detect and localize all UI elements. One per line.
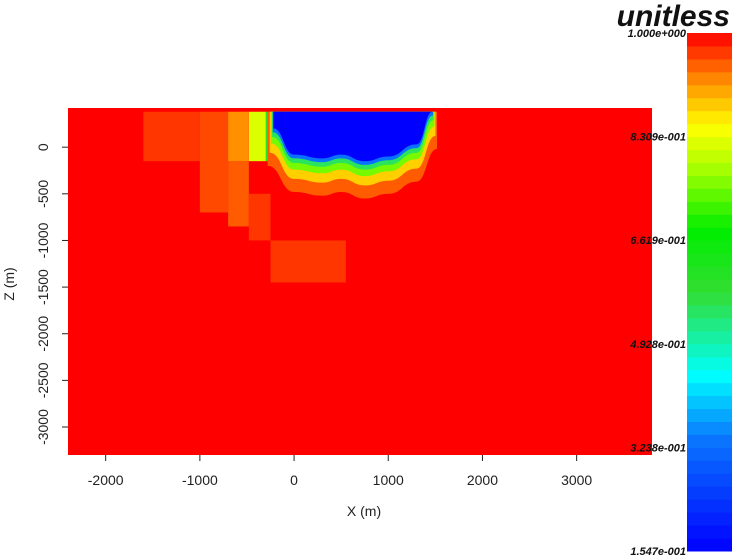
- colorbar-band: [687, 214, 732, 228]
- colorbar-band: [687, 304, 732, 319]
- colorbar-band: [687, 201, 732, 215]
- colorbar-tick-label: 8.309e-001: [630, 132, 686, 144]
- colorbar-band: [687, 162, 732, 176]
- heatmap-strip: [228, 111, 249, 162]
- y-tick-label: -2500: [35, 362, 51, 398]
- colorbar-band: [687, 279, 732, 293]
- colorbar-band: [687, 123, 732, 138]
- colorbar-band: [687, 71, 732, 86]
- colorbar-band: [687, 473, 732, 487]
- heatmap-plot-area: [68, 108, 652, 455]
- heatmap-block: [199, 111, 229, 213]
- y-tick-label: -1500: [35, 269, 51, 305]
- colorbar-band: [687, 188, 732, 202]
- colorbar-tick-label: 1.000e+000: [628, 28, 687, 40]
- colorbar-band: [687, 97, 732, 112]
- heatmap-low-value-region: [273, 111, 433, 162]
- colorbar-band: [687, 317, 732, 332]
- y-axis: 0 -500 -1000 -1500 -2000 -2500 -3000: [35, 143, 68, 445]
- colorbar-tick-label: 6.619e-001: [630, 235, 686, 247]
- colorbar-band: [687, 330, 732, 345]
- colorbar-title: unitless: [617, 0, 730, 33]
- colorbar-band: [687, 149, 732, 163]
- colorbar-tick-label: 4.928e-001: [629, 339, 686, 351]
- colorbar-labels: 1.000e+000 8.309e-001 6.619e-001 4.928e-001…: [628, 28, 687, 558]
- colorbar-band: [687, 499, 732, 513]
- colorbar-band: [687, 395, 732, 410]
- y-tick-label: -500: [35, 180, 51, 208]
- colorbar: 1.000e+000 8.309e-001 6.619e-001 4.928e-001…: [617, 0, 732, 558]
- colorbar-band: [687, 175, 732, 189]
- x-tick-label: -1000: [182, 472, 218, 488]
- colorbar-band: [687, 460, 732, 474]
- colorbar-band: [687, 266, 732, 280]
- colorbar-band: [687, 240, 732, 254]
- y-tick-label: -2000: [35, 316, 51, 352]
- colorbar-band: [687, 447, 732, 461]
- colorbar-band: [687, 227, 732, 241]
- colorbar-tick-label: 1.547e-001: [630, 546, 686, 558]
- y-tick-label: 0: [35, 143, 51, 151]
- colorbar-band: [687, 538, 732, 552]
- heatmap-block: [143, 111, 200, 162]
- y-tick-label: -1000: [35, 222, 51, 258]
- x-tick-label: 1000: [373, 472, 404, 488]
- x-tick-label: 2000: [467, 472, 498, 488]
- x-axis: -2000 -1000 0 1000 2000 3000: [88, 455, 592, 488]
- colorbar-band: [687, 110, 732, 125]
- colorbar-band: [687, 292, 732, 306]
- colorbar-band: [687, 343, 732, 358]
- colorbar-band: [687, 253, 732, 267]
- colorbar-band: [687, 512, 732, 526]
- heatmap-block: [228, 161, 249, 227]
- colorbar-band: [687, 356, 732, 371]
- colorbar-band: [687, 408, 732, 422]
- x-tick-label: 0: [290, 472, 298, 488]
- heatmap-strip: [248, 111, 266, 162]
- colorbar-band: [687, 58, 732, 73]
- colorbar-band: [687, 45, 732, 60]
- y-tick-label: -3000: [35, 409, 51, 445]
- colorbar-band: [687, 369, 732, 384]
- colorbar-band: [687, 33, 732, 47]
- colorbar-tick-label: 3.238e-001: [630, 442, 686, 454]
- y-axis-title: Z (m): [1, 267, 17, 300]
- x-axis-title: X (m): [347, 503, 381, 519]
- x-tick-label: -2000: [88, 472, 124, 488]
- colorbar-band: [687, 382, 732, 397]
- colorbar-band: [687, 434, 732, 448]
- colorbar-band: [687, 486, 732, 500]
- x-tick-label: 3000: [561, 472, 592, 488]
- heatmap-block: [248, 193, 271, 241]
- colorbar-bands: [687, 33, 732, 552]
- colorbar-band: [687, 136, 732, 151]
- colorbar-band: [687, 84, 732, 99]
- colorbar-band: [687, 421, 732, 435]
- heatmap-block: [270, 240, 346, 283]
- colorbar-band: [687, 525, 732, 539]
